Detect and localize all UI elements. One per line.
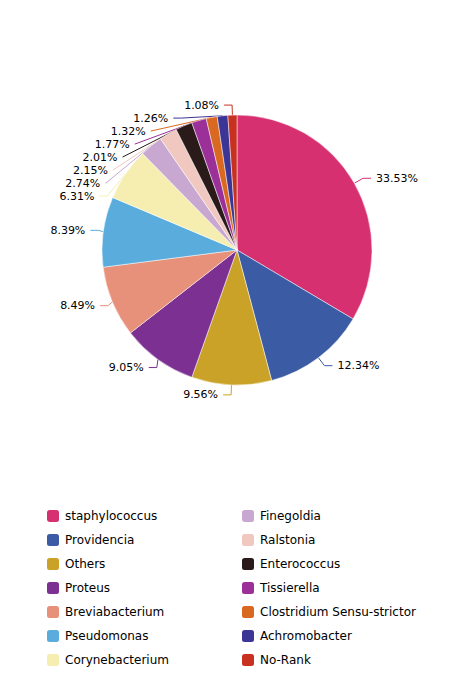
svg-text:8.49%: 8.49% (60, 299, 95, 312)
svg-text:Ralstonia: Ralstonia (260, 533, 315, 547)
svg-text:staphylococcus: staphylococcus (65, 509, 157, 523)
svg-text:Breviabacterium: Breviabacterium (65, 605, 164, 619)
svg-text:2.74%: 2.74% (65, 177, 100, 190)
svg-text:9.56%: 9.56% (183, 388, 218, 401)
svg-text:6.31%: 6.31% (59, 190, 94, 203)
svg-text:Clostridium Sensu-strictor: Clostridium Sensu-strictor (260, 605, 416, 619)
svg-text:8.39%: 8.39% (50, 224, 85, 237)
svg-text:Proteus: Proteus (65, 581, 110, 595)
svg-text:Others: Others (65, 557, 105, 571)
svg-text:9.05%: 9.05% (109, 361, 144, 374)
svg-text:Pseudomonas: Pseudomonas (65, 629, 148, 643)
svg-text:1.77%: 1.77% (95, 138, 130, 151)
svg-text:12.34%: 12.34% (337, 359, 379, 372)
svg-text:Enterococcus: Enterococcus (260, 557, 340, 571)
svg-text:Corynebacterium: Corynebacterium (65, 653, 169, 667)
svg-text:1.32%: 1.32% (111, 125, 146, 138)
svg-text:Providencia: Providencia (65, 533, 134, 547)
svg-text:No-Rank: No-Rank (260, 653, 311, 667)
svg-text:Achromobacter: Achromobacter (260, 629, 352, 643)
svg-text:2.15%: 2.15% (73, 164, 108, 177)
svg-text:Tissierella: Tissierella (259, 581, 320, 595)
svg-text:1.26%: 1.26% (133, 112, 168, 125)
svg-text:1.08%: 1.08% (184, 99, 219, 112)
svg-text:33.53%: 33.53% (376, 172, 418, 185)
svg-text:2.01%: 2.01% (83, 151, 118, 164)
svg-text:Finegoldia: Finegoldia (260, 509, 321, 523)
